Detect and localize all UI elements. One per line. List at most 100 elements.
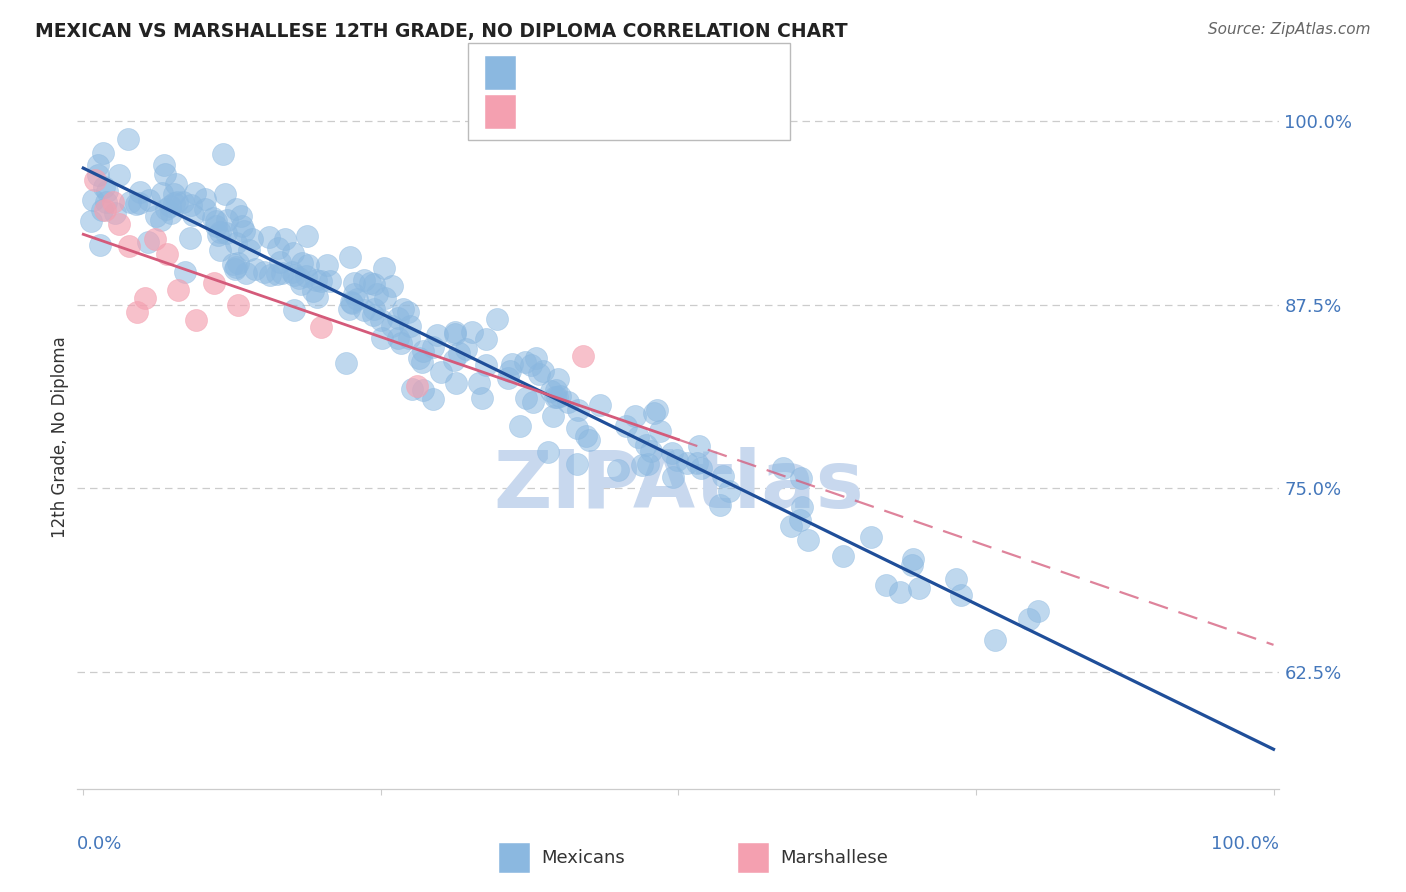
- Point: [353, 273, 375, 287]
- Point: [531, 363, 554, 377]
- Point: [475, 332, 498, 346]
- Point: [208, 243, 231, 257]
- Point: [524, 351, 547, 366]
- Point: [496, 370, 519, 384]
- Point: [82, 193, 104, 207]
- Point: [515, 355, 537, 369]
- Point: [173, 265, 195, 279]
- Point: [353, 302, 375, 317]
- Point: [461, 325, 484, 339]
- Point: [772, 461, 794, 475]
- Point: [359, 276, 381, 290]
- Point: [138, 193, 160, 207]
- Point: [792, 500, 814, 514]
- Point: [270, 266, 292, 280]
- Point: [567, 457, 589, 471]
- Point: [118, 194, 141, 209]
- Point: [717, 484, 740, 499]
- Point: [631, 458, 654, 472]
- Point: [374, 291, 396, 305]
- Point: [226, 256, 249, 270]
- Point: [412, 383, 434, 397]
- Point: [274, 232, 297, 246]
- Point: [214, 187, 236, 202]
- Point: [225, 235, 247, 250]
- Point: [901, 558, 924, 572]
- Text: R =: R =: [526, 103, 562, 121]
- Point: [224, 262, 246, 277]
- Point: [567, 403, 589, 417]
- Point: [231, 219, 253, 233]
- Text: Marshallese: Marshallese: [780, 849, 889, 867]
- Point: [688, 439, 710, 453]
- Point: [155, 202, 177, 216]
- Point: [540, 384, 562, 398]
- Point: [984, 632, 1007, 647]
- Point: [665, 453, 688, 467]
- Point: [202, 276, 225, 290]
- Point: [159, 199, 181, 213]
- Point: [211, 146, 233, 161]
- Point: [589, 398, 612, 412]
- Point: [269, 255, 291, 269]
- Point: [676, 456, 699, 470]
- Point: [343, 276, 366, 290]
- Point: [226, 298, 249, 312]
- Point: [1018, 612, 1040, 626]
- Text: 0.0%: 0.0%: [77, 835, 122, 854]
- Point: [295, 269, 318, 284]
- Point: [363, 302, 385, 317]
- Point: [901, 552, 924, 566]
- Point: [202, 211, 225, 225]
- Point: [387, 310, 409, 325]
- Point: [363, 277, 385, 291]
- Text: 16: 16: [659, 103, 682, 121]
- Point: [509, 419, 531, 434]
- Point: [363, 308, 385, 322]
- Text: Source: ZipAtlas.com: Source: ZipAtlas.com: [1208, 22, 1371, 37]
- Point: [422, 392, 444, 406]
- Point: [398, 331, 420, 345]
- Point: [662, 470, 685, 484]
- Point: [634, 437, 657, 451]
- Point: [257, 230, 280, 244]
- Point: [454, 342, 477, 356]
- Point: [89, 238, 111, 252]
- Point: [444, 327, 467, 342]
- Text: -0.458: -0.458: [565, 103, 624, 121]
- Point: [297, 229, 319, 244]
- Point: [238, 243, 260, 257]
- Point: [309, 274, 332, 288]
- Point: [167, 283, 190, 297]
- Point: [91, 145, 114, 160]
- Text: R =: R =: [526, 63, 562, 82]
- Point: [522, 394, 544, 409]
- Point: [163, 196, 186, 211]
- Point: [305, 273, 328, 287]
- Point: [117, 239, 139, 253]
- Point: [399, 318, 422, 333]
- Point: [607, 463, 630, 477]
- Point: [444, 325, 467, 339]
- Point: [125, 305, 148, 319]
- Point: [245, 261, 267, 276]
- Point: [447, 345, 470, 359]
- Text: 100.0%: 100.0%: [1212, 835, 1279, 854]
- Point: [125, 196, 148, 211]
- Point: [401, 382, 423, 396]
- Point: [222, 257, 245, 271]
- Point: [541, 409, 564, 423]
- Point: [422, 340, 444, 354]
- Y-axis label: 12th Grade, No Diploma: 12th Grade, No Diploma: [51, 336, 69, 538]
- Point: [411, 354, 433, 368]
- Point: [225, 260, 247, 274]
- Point: [709, 498, 731, 512]
- Point: [643, 406, 665, 420]
- Point: [544, 384, 567, 398]
- Point: [207, 227, 229, 242]
- Text: N =: N =: [643, 63, 679, 82]
- Point: [231, 209, 253, 223]
- Point: [950, 588, 973, 602]
- Point: [426, 328, 449, 343]
- Point: [370, 312, 392, 326]
